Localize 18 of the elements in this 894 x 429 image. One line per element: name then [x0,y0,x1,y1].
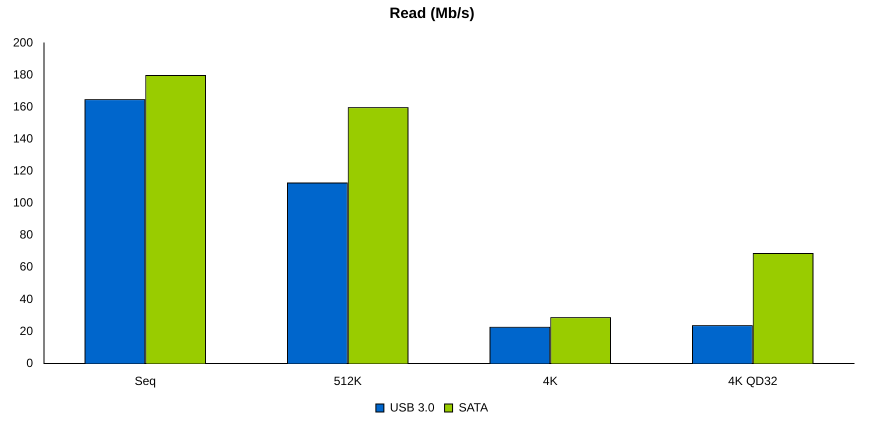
x-tick-label: Seq [134,374,156,388]
y-tick-label: 80 [20,228,34,242]
x-tick-label: 4K QD32 [728,374,778,388]
y-tick-label: 20 [20,324,34,338]
y-tick-label: 160 [12,99,34,114]
y-tick-label: 60 [20,260,34,274]
y-tick-label: 0 [26,356,34,370]
x-tick-label: 4K [542,374,558,388]
y-tick-label: 180 [12,67,34,82]
x-tick-label: 512K [334,374,362,388]
chart-title: Read (Mb/s) [389,5,475,22]
y-tick-label: 200 [12,35,34,50]
y-tick-label: 120 [12,164,34,178]
y-tick-label: 100 [12,196,34,210]
legend-label: SATA [458,400,488,414]
y-tick-label: 40 [20,292,34,306]
legend-label: USB 3.0 [390,400,435,414]
y-tick-label: 140 [12,131,34,146]
